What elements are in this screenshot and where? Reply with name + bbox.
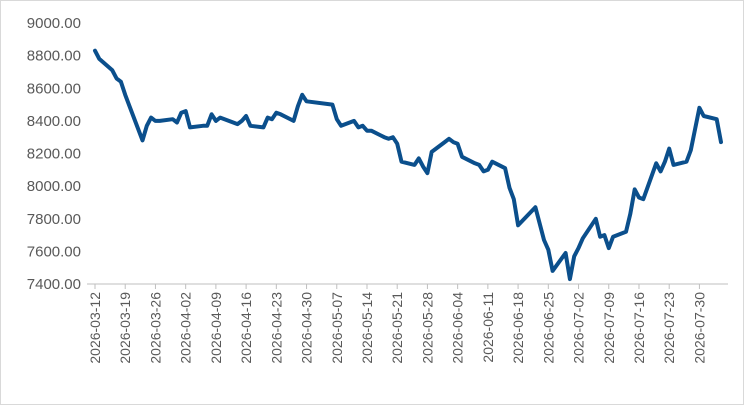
y-tick-label: 8400.00 [27, 113, 81, 130]
x-axis: 2026-03-12 2026-03-19 2026-03-26 2026-04-02… [87, 284, 707, 364]
x-tick-label: 2026-03-12 [87, 292, 103, 364]
x-tick-label: 2026-05-28 [419, 292, 435, 364]
x-tick-label: 2026-03-26 [147, 292, 163, 364]
x-tick-label: 2026-07-23 [661, 292, 677, 364]
x-tick-label: 2026-04-09 [208, 292, 224, 364]
y-axis: 9000.00 8800.00 8600.00 8400.00 8200.00 8000.… [27, 15, 81, 293]
y-tick-label: 8600.00 [27, 80, 81, 97]
y-tick-label: 8000.00 [27, 178, 81, 195]
x-tick-label: 2026-07-02 [571, 292, 587, 364]
x-tick-label: 2026-07-09 [601, 292, 617, 364]
x-tick-label: 2026-05-21 [389, 292, 405, 364]
x-tick-label: 2026-06-25 [540, 292, 556, 364]
x-tick-label: 2026-04-02 [178, 292, 194, 364]
y-tick-label: 7400.00 [27, 276, 81, 293]
series-line [93, 48, 723, 282]
x-tick-label: 2026-06-18 [510, 292, 526, 364]
x-tick-label: 2026-05-14 [359, 292, 375, 364]
x-tick-label: 2026-07-30 [691, 292, 707, 364]
y-tick-label: 9000.00 [27, 15, 81, 32]
y-tick-label: 7600.00 [27, 243, 81, 260]
x-tick-label: 2026-03-19 [117, 292, 133, 364]
x-tick-label: 2026-07-16 [631, 292, 647, 364]
y-tick-label: 8800.00 [27, 48, 81, 65]
x-tick-label: 2026-05-07 [329, 292, 345, 364]
x-tick-label: 2026-06-04 [450, 292, 466, 364]
y-tick-label: 8200.00 [27, 146, 81, 163]
y-tick-label: 7800.00 [27, 211, 81, 228]
x-tick-label: 2026-04-30 [299, 292, 315, 364]
x-tick-label: 2026-04-16 [238, 292, 254, 364]
x-tick-label: 2026-04-23 [268, 292, 284, 364]
x-tick-label: 2026-06-11 [480, 292, 496, 363]
